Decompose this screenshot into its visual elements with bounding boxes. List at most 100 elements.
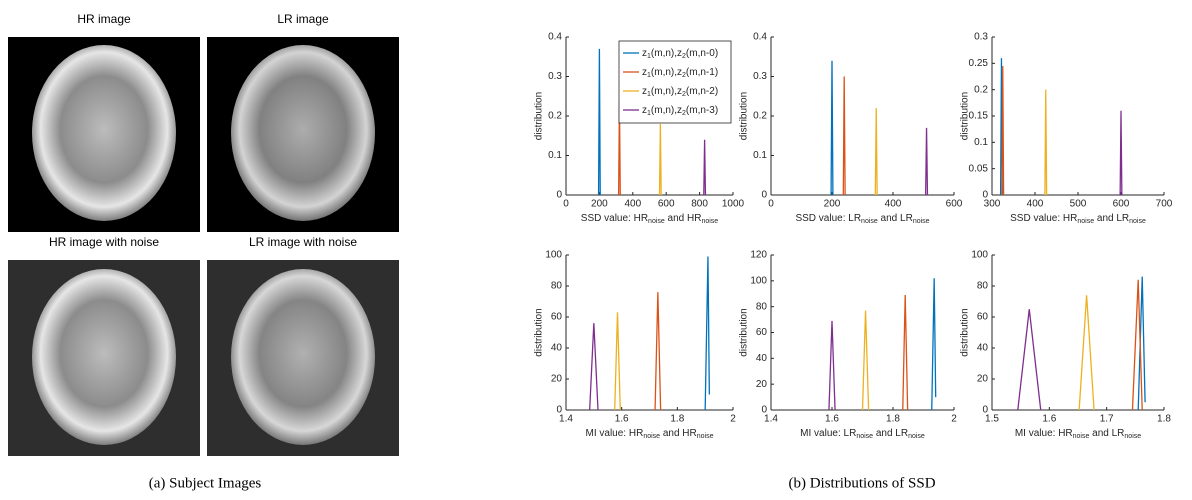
x-tick-label: 1.4 bbox=[559, 414, 573, 425]
x-tick-label: 1000 bbox=[722, 199, 745, 210]
series-line bbox=[1131, 279, 1143, 411]
series-line bbox=[1137, 276, 1146, 411]
text-part: z bbox=[642, 48, 647, 59]
series-line bbox=[1017, 309, 1042, 411]
y-tick-label: 0.15 bbox=[969, 111, 989, 122]
image-title: LR image with noise bbox=[249, 235, 357, 249]
subscript: 2 bbox=[682, 91, 686, 98]
y-tick-label: 0 bbox=[761, 405, 767, 416]
x-tick-label: 300 bbox=[984, 199, 1001, 210]
x-tick-label: 1.6 bbox=[825, 414, 839, 425]
x-tick-label: 600 bbox=[658, 199, 675, 210]
text-part: MI value: HR bbox=[586, 428, 644, 439]
x-tick-label: 600 bbox=[1113, 199, 1130, 210]
series-line bbox=[842, 76, 846, 196]
x-tick-label: 1.8 bbox=[1157, 414, 1171, 425]
x-tick-label: 2 bbox=[730, 414, 736, 425]
legend-label: z1(m,n),z2(m,n-1) bbox=[642, 67, 718, 79]
x-axis-label: SSD value: HRnoise and HRnoise bbox=[581, 213, 719, 225]
x-axis-label: SSD value: LRnoise and LRnoise bbox=[795, 213, 929, 225]
y-axis-label: distribution bbox=[534, 92, 545, 140]
text-part: (m,n-2) bbox=[686, 86, 718, 97]
x-axis-label: MI value: LRnoise and LRnoise bbox=[800, 428, 925, 440]
y-tick-label: 0.1 bbox=[548, 150, 562, 161]
series-line bbox=[1044, 89, 1048, 196]
y-tick-label: 0.2 bbox=[974, 84, 988, 95]
subscript: 1 bbox=[647, 72, 651, 79]
y-axis-label: distribution bbox=[534, 308, 545, 356]
image-title: HR image with noise bbox=[49, 235, 159, 249]
y-tick-label: 40 bbox=[551, 343, 563, 354]
x-axis-label: SSD value: HRnoise and LRnoise bbox=[1010, 213, 1146, 225]
y-tick-label: 40 bbox=[977, 343, 989, 354]
series-line bbox=[1078, 295, 1095, 411]
x-tick-label: 200 bbox=[824, 199, 841, 210]
brain bbox=[32, 45, 176, 221]
x-tick-label: 400 bbox=[1027, 199, 1044, 210]
y-tick-label: 100 bbox=[971, 250, 988, 261]
x-tick-label: 700 bbox=[1156, 199, 1173, 210]
y-axis-label: distribution bbox=[739, 308, 750, 356]
text-part: and HR bbox=[660, 428, 697, 439]
x-tick-label: 1.8 bbox=[670, 414, 684, 425]
x-axis-label: MI value: HRnoise and LRnoise bbox=[1015, 428, 1141, 440]
x-tick-label: 800 bbox=[691, 199, 708, 210]
image-panel: HR image LR image HR image with noise LR… bbox=[8, 12, 399, 456]
legend-label: z1(m,n),z2(m,n-2) bbox=[642, 86, 718, 98]
series-line bbox=[861, 310, 870, 411]
x-tick-label: 2 bbox=[951, 414, 957, 425]
brain bbox=[231, 269, 375, 445]
text-part: (m,n),z bbox=[651, 86, 682, 97]
y-tick-label: 0.4 bbox=[753, 32, 767, 43]
subscript: noise bbox=[1077, 218, 1094, 225]
x-tick-label: 500 bbox=[1070, 199, 1087, 210]
y-tick-label: 0.2 bbox=[548, 111, 562, 122]
x-tick-label: 600 bbox=[946, 199, 963, 210]
series-line bbox=[931, 278, 937, 411]
series-line bbox=[902, 295, 909, 411]
x-tick-label: 400 bbox=[624, 199, 641, 210]
y-tick-label: 0.2 bbox=[753, 111, 767, 122]
y-tick-label: 0.1 bbox=[753, 150, 767, 161]
text-part: MI value: LR bbox=[800, 428, 856, 439]
text-part: (m,n-1) bbox=[686, 67, 718, 78]
y-tick-label: 40 bbox=[756, 353, 768, 364]
x-axis-label: MI value: HRnoise and HRnoise bbox=[586, 428, 714, 440]
y-tick-label: 20 bbox=[977, 374, 989, 385]
y-tick-label: 0.3 bbox=[548, 71, 562, 82]
subscript: 2 bbox=[682, 110, 686, 117]
x-tick-label: 400 bbox=[885, 199, 902, 210]
y-tick-label: 60 bbox=[551, 312, 563, 323]
y-tick-label: 0 bbox=[982, 190, 988, 201]
y-tick-label: 0.1 bbox=[974, 137, 988, 148]
y-axis-label: distribution bbox=[739, 92, 750, 140]
subscript: 1 bbox=[647, 110, 651, 117]
text-part: MI value: HR bbox=[1015, 428, 1073, 439]
y-tick-label: 100 bbox=[750, 275, 767, 286]
text-part: (m,n),z bbox=[651, 48, 682, 59]
text-part: and LR bbox=[1094, 213, 1129, 224]
y-tick-label: 80 bbox=[756, 301, 768, 312]
x-tick-label: 1.7 bbox=[1100, 414, 1114, 425]
subscript: noise bbox=[701, 218, 718, 225]
subscript: 1 bbox=[647, 53, 651, 60]
subscript: noise bbox=[908, 433, 925, 440]
legend-box bbox=[618, 40, 732, 124]
text-part: (m,n),z bbox=[651, 105, 682, 116]
x-tick-label: 1.6 bbox=[1042, 414, 1056, 425]
y-tick-label: 100 bbox=[545, 250, 562, 261]
series-line bbox=[703, 139, 707, 196]
series-line bbox=[589, 323, 599, 411]
legend-label: z1(m,n),z2(m,n-3) bbox=[642, 105, 718, 117]
y-tick-label: 60 bbox=[977, 312, 989, 323]
series-line bbox=[658, 123, 662, 196]
y-tick-label: 20 bbox=[551, 374, 563, 385]
text-part: (m,n),z bbox=[651, 67, 682, 78]
series-line bbox=[1119, 110, 1123, 196]
subscript: noise bbox=[1124, 433, 1141, 440]
series-line bbox=[1001, 65, 1005, 196]
text-part: SSD value: HR bbox=[581, 213, 648, 224]
subscript: noise bbox=[648, 218, 665, 225]
